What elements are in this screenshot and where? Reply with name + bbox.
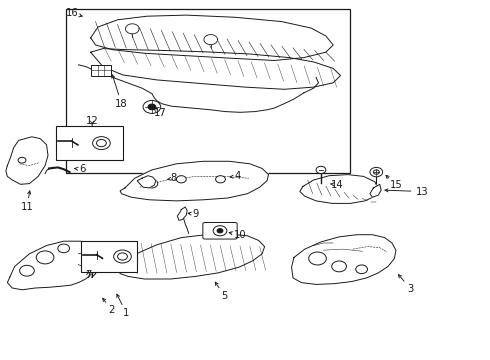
Circle shape — [213, 226, 227, 236]
Circle shape — [97, 139, 106, 147]
Circle shape — [356, 265, 368, 274]
Text: 16: 16 — [66, 8, 79, 18]
FancyBboxPatch shape — [203, 222, 237, 239]
Circle shape — [316, 166, 326, 174]
Text: 3: 3 — [408, 284, 414, 294]
Text: 6: 6 — [79, 164, 86, 174]
Polygon shape — [125, 24, 139, 34]
Text: 15: 15 — [390, 180, 402, 190]
Circle shape — [143, 100, 161, 113]
Text: 4: 4 — [235, 171, 241, 181]
Circle shape — [176, 176, 186, 183]
Polygon shape — [370, 184, 381, 197]
Polygon shape — [137, 176, 156, 188]
Polygon shape — [119, 234, 265, 279]
Circle shape — [118, 253, 127, 260]
Circle shape — [18, 157, 26, 163]
Polygon shape — [92, 250, 100, 277]
Polygon shape — [292, 235, 396, 284]
Text: 14: 14 — [331, 180, 343, 190]
Text: 7: 7 — [85, 270, 92, 280]
Bar — [66, 9, 350, 173]
Polygon shape — [204, 35, 218, 45]
Text: 12: 12 — [86, 116, 98, 126]
Circle shape — [370, 167, 383, 177]
Text: 10: 10 — [234, 230, 246, 240]
Circle shape — [58, 244, 70, 253]
Text: 9: 9 — [193, 209, 199, 219]
Circle shape — [309, 252, 326, 265]
Circle shape — [20, 265, 34, 276]
Bar — [56, 126, 122, 160]
Text: 13: 13 — [416, 186, 429, 197]
Circle shape — [146, 179, 158, 188]
Polygon shape — [120, 161, 269, 201]
Polygon shape — [6, 137, 48, 184]
Polygon shape — [177, 207, 187, 220]
Text: 18: 18 — [115, 99, 128, 109]
Circle shape — [332, 261, 346, 272]
Text: 5: 5 — [221, 291, 228, 301]
Circle shape — [373, 170, 379, 174]
Polygon shape — [91, 49, 341, 89]
Text: 11: 11 — [21, 202, 33, 212]
Text: 1: 1 — [123, 308, 130, 318]
Circle shape — [217, 229, 223, 233]
Circle shape — [93, 136, 110, 150]
Circle shape — [216, 176, 225, 183]
Polygon shape — [7, 241, 102, 290]
Circle shape — [148, 104, 156, 110]
Text: 8: 8 — [171, 173, 177, 183]
Bar — [91, 65, 111, 76]
Polygon shape — [91, 15, 333, 60]
Circle shape — [114, 250, 131, 263]
Polygon shape — [300, 175, 378, 203]
Circle shape — [36, 251, 54, 264]
Bar — [81, 241, 137, 272]
Text: 17: 17 — [154, 108, 167, 118]
Text: 2: 2 — [108, 305, 115, 315]
